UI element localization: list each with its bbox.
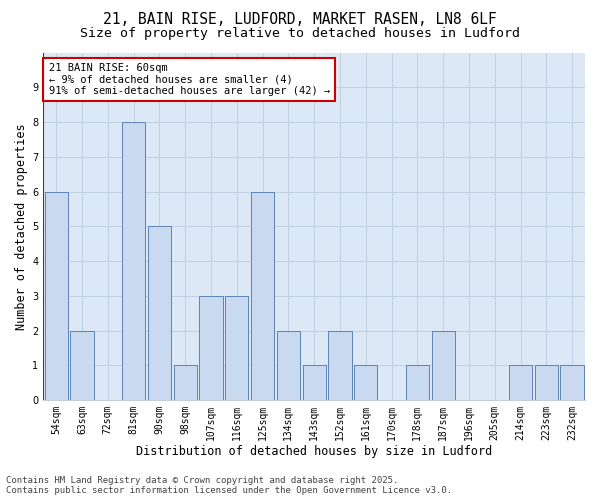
Bar bbox=[302, 366, 326, 400]
Bar bbox=[148, 226, 171, 400]
Text: Size of property relative to detached houses in Ludford: Size of property relative to detached ho… bbox=[80, 28, 520, 40]
Bar bbox=[560, 366, 584, 400]
Bar bbox=[277, 330, 300, 400]
Bar bbox=[406, 366, 429, 400]
Bar bbox=[70, 330, 94, 400]
Text: Contains HM Land Registry data © Crown copyright and database right 2025.
Contai: Contains HM Land Registry data © Crown c… bbox=[6, 476, 452, 495]
Bar bbox=[431, 330, 455, 400]
Bar bbox=[509, 366, 532, 400]
Bar bbox=[251, 192, 274, 400]
Bar bbox=[225, 296, 248, 400]
Text: 21, BAIN RISE, LUDFORD, MARKET RASEN, LN8 6LF: 21, BAIN RISE, LUDFORD, MARKET RASEN, LN… bbox=[103, 12, 497, 28]
Text: 21 BAIN RISE: 60sqm
← 9% of detached houses are smaller (4)
91% of semi-detached: 21 BAIN RISE: 60sqm ← 9% of detached hou… bbox=[49, 63, 330, 96]
Bar bbox=[44, 192, 68, 400]
Y-axis label: Number of detached properties: Number of detached properties bbox=[15, 123, 28, 330]
Bar bbox=[354, 366, 377, 400]
Bar bbox=[535, 366, 558, 400]
Bar bbox=[328, 330, 352, 400]
Bar bbox=[199, 296, 223, 400]
Bar bbox=[122, 122, 145, 400]
X-axis label: Distribution of detached houses by size in Ludford: Distribution of detached houses by size … bbox=[136, 444, 492, 458]
Bar bbox=[173, 366, 197, 400]
